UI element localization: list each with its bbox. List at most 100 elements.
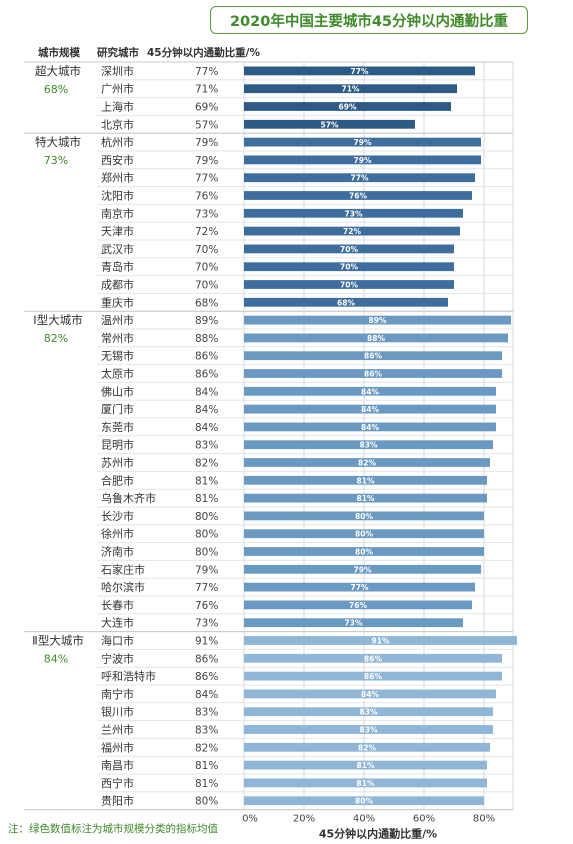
bar-data-label: 80% [355,512,373,521]
bar-data-label: 82% [358,459,376,468]
value-label: 84% [195,404,218,416]
bar-data-label: 80% [355,548,373,557]
bar [244,119,415,129]
bar-data-label: 84% [361,423,379,432]
group-mean: 82% [44,332,68,345]
bar-data-label: 57% [321,120,339,129]
group-mean: 68% [44,83,68,96]
city-label: 沈阳市 [101,189,134,203]
city-label: 南京市 [101,206,134,220]
bar-data-label: 77% [351,174,369,183]
bar-data-label: 80% [355,530,373,539]
value-label: 70% [195,280,218,292]
value-label: 77% [195,66,218,78]
bar [244,404,496,414]
value-label: 79% [195,564,218,576]
bar-data-label: 69% [339,103,357,112]
value-label: 80% [195,796,218,808]
bar [244,493,487,503]
value-label: 70% [195,244,218,256]
bar [244,244,454,254]
city-label: 天津市 [101,224,134,238]
bar [244,582,475,592]
bar [244,689,496,699]
value-label: 81% [195,475,218,487]
x-tick-label: 0% [242,814,258,825]
city-label: 常州市 [101,331,134,345]
value-label: 89% [195,315,218,327]
bar [244,173,475,183]
bar [244,422,496,432]
city-label: 贵阳市 [101,794,134,808]
value-label: 81% [195,493,218,505]
city-label: 重庆市 [101,295,134,309]
city-label: 杭州市 [101,135,134,149]
city-label: 厦门市 [101,402,134,416]
bar-data-label: 77% [351,583,369,592]
bar-data-label: 88% [367,334,385,343]
bar [244,333,508,343]
bar-data-label: 84% [361,690,379,699]
bar-data-label: 84% [361,405,379,414]
value-label: 57% [195,119,218,131]
group-mean: 73% [44,154,68,167]
bar [244,618,463,628]
bar-data-label: 91% [372,637,390,646]
city-label: 佛山市 [101,384,134,398]
city-label: 济南市 [101,545,134,559]
bar-data-label: 76% [349,601,367,610]
city-label: 北京市 [101,117,134,131]
bar-data-label: 70% [340,245,358,254]
bar-data-label: 81% [357,494,375,503]
bar-data-label: 71% [342,85,360,94]
bar [244,155,481,165]
bar [244,137,481,147]
city-label: 深圳市 [101,64,134,78]
city-label: 西宁市 [101,776,134,790]
bar [244,760,487,770]
bar [244,102,451,111]
value-label: 81% [195,760,218,772]
value-label: 82% [195,742,218,754]
bar-data-label: 68% [337,298,355,307]
city-label: 南宁市 [101,687,134,701]
value-label: 83% [195,707,218,719]
bar [244,191,472,200]
bar-data-label: 86% [364,672,382,681]
city-label: 宁波市 [101,651,134,665]
group-mean: 84% [44,653,68,666]
bar [244,511,484,521]
city-label: 昆明市 [101,438,134,452]
value-label: 82% [195,458,218,470]
city-label: 太原市 [101,367,134,381]
value-label: 79% [195,137,218,149]
bar-data-label: 80% [355,797,373,806]
bar-data-label: 72% [343,227,361,236]
city-label: 乌鲁木齐市 [101,491,156,505]
bar-data-label: 79% [354,156,372,165]
bar-data-label: 86% [364,370,382,379]
city-label: 苏州市 [101,456,134,470]
bar [244,778,487,788]
city-label: 无锡市 [101,349,134,363]
city-label: 石家庄市 [101,562,145,576]
bar [244,208,463,218]
bar-data-label: 86% [364,654,382,663]
value-label: 88% [195,333,218,345]
city-label: 合肥市 [101,473,134,487]
city-label: 青岛市 [101,260,134,274]
value-label: 86% [195,653,218,665]
city-label: 海口市 [101,634,134,648]
bar-data-label: 82% [358,743,376,752]
value-label: 77% [195,173,218,185]
bar [244,671,502,681]
bar-data-label: 79% [354,138,372,147]
bar-data-label: 83% [360,726,378,735]
bar [244,529,484,539]
value-label: 76% [195,191,218,203]
bar-data-label: 73% [345,209,363,218]
value-label: 84% [195,422,218,434]
bar [244,547,484,556]
city-label: 兰州市 [101,723,134,737]
